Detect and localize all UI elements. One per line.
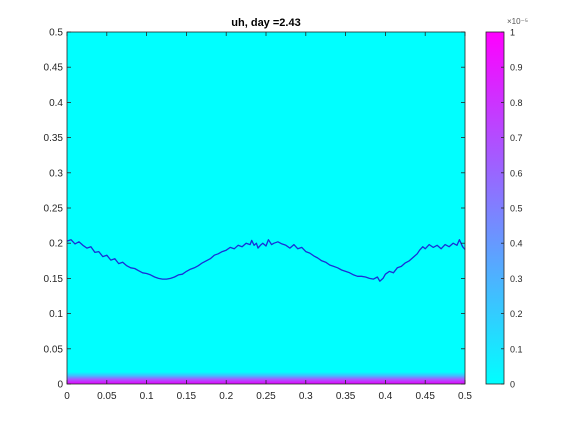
y-tick-label: 0.35 bbox=[44, 133, 64, 144]
colorbar-tick-label: 0.1 bbox=[510, 344, 523, 354]
y-tick-label: 0.05 bbox=[44, 344, 64, 355]
contour-line bbox=[66, 239, 466, 282]
colorbar-tick-label: 0.5 bbox=[510, 204, 523, 214]
y-axis: 0 0.05 0.1 0.15 0.2 0.25 0.3 0.35 0.4 0.45 0.5 bbox=[44, 28, 465, 391]
colorbar-tick-label: 0.2 bbox=[510, 309, 523, 319]
colorbar-tick-label: 0 bbox=[510, 380, 515, 390]
colorbar-axis: 0 0.1 0.2 0.3 0.4 0.5 0.6 0.7 0.8 0.9 1 bbox=[501, 28, 523, 390]
colorbar-tick-label: 0.6 bbox=[510, 168, 523, 178]
colorbar-tick-label: 1 bbox=[510, 28, 515, 38]
colorbar-tick-label: 0.7 bbox=[510, 133, 523, 143]
colorbar-tick-label: 0.3 bbox=[510, 274, 523, 284]
y-tick-label: 0.3 bbox=[49, 168, 63, 179]
x-tick-label: 0 bbox=[64, 391, 70, 402]
chart-title: uh, day =2.43 bbox=[231, 17, 300, 29]
y-tick-label: 0.25 bbox=[44, 204, 64, 215]
x-tick-label: 0.45 bbox=[415, 391, 435, 402]
x-tick-label: 0.15 bbox=[177, 391, 197, 402]
y-tick-label: 0.2 bbox=[49, 239, 63, 250]
x-tick-label: 0.3 bbox=[299, 391, 313, 402]
x-tick-label: 0.5 bbox=[458, 391, 472, 402]
x-axis: 0 0.05 0.1 0.15 0.2 0.25 0.3 0.35 0.4 0.45 0.5 bbox=[64, 32, 472, 402]
x-tick-label: 0.05 bbox=[97, 391, 117, 402]
y-tick-label: 0.4 bbox=[49, 98, 63, 109]
colorbar-tick-label: 0.8 bbox=[510, 98, 523, 108]
x-tick-label: 0.4 bbox=[378, 391, 392, 402]
x-tick-label: 0.2 bbox=[219, 391, 233, 402]
colorbar-tick-label: 0.4 bbox=[510, 239, 523, 249]
y-tick-label: 0.15 bbox=[44, 274, 64, 285]
x-tick-label: 0.1 bbox=[140, 391, 154, 402]
y-tick-label: 0 bbox=[57, 380, 63, 391]
colorbar-tick-label: 0.9 bbox=[510, 63, 523, 73]
colorbar-exponent: ×10⁻⁵ bbox=[507, 17, 528, 26]
y-tick-label: 0.5 bbox=[49, 28, 63, 39]
x-tick-label: 0.25 bbox=[256, 391, 276, 402]
y-tick-label: 0.45 bbox=[44, 63, 64, 74]
plot-area bbox=[67, 32, 465, 384]
x-tick-label: 0.35 bbox=[336, 391, 356, 402]
y-tick-label: 0.1 bbox=[49, 309, 63, 320]
high-value-band bbox=[67, 372, 465, 384]
